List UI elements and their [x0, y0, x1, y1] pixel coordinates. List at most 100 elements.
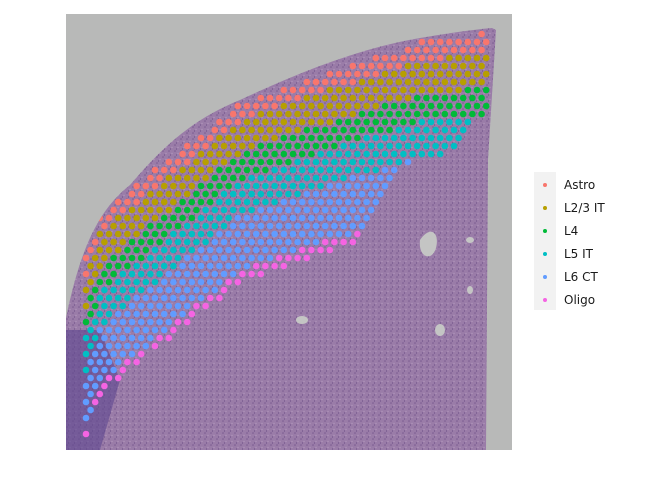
spot-l6-ct [340, 222, 347, 230]
spot-l5-it [395, 158, 403, 166]
spot-l5-it [280, 166, 288, 174]
spot-l5-it [119, 286, 127, 294]
spot-l5-it [110, 286, 117, 294]
spot-l4 [358, 110, 366, 118]
spot-l5-it [303, 174, 311, 182]
spot-l6-ct [289, 198, 297, 206]
spot-l4 [197, 198, 205, 206]
spot-l5-it [427, 134, 435, 142]
spot-l2-3-it [174, 174, 182, 182]
spot-l4 [137, 254, 145, 262]
spot-l5-it [363, 166, 370, 174]
spot-l4 [193, 190, 200, 198]
spot-l5-it [160, 246, 168, 254]
spot-l6-ct [160, 326, 168, 334]
spot-l6-ct [298, 198, 306, 206]
spot-astro [225, 118, 232, 126]
spot-l2-3-it [455, 54, 462, 62]
spot-l5-it [119, 302, 127, 310]
spot-l2-3-it [165, 206, 173, 214]
spot-l5-it [142, 278, 150, 286]
spot-l5-it [455, 118, 462, 126]
spot-l2-3-it [418, 70, 426, 78]
spot-astro [266, 94, 274, 102]
spot-l4 [450, 94, 458, 102]
spot-astro [285, 94, 292, 102]
spot-l6-ct [303, 206, 311, 214]
spot-l6-ct [280, 198, 288, 206]
spot-l2-3-it [197, 150, 205, 158]
spot-l4 [308, 134, 315, 142]
spot-l6-ct [174, 270, 182, 278]
spot-l6-ct [285, 222, 292, 230]
spot-l5-it [91, 318, 99, 326]
spot-l6-ct [266, 222, 274, 230]
spot-l4 [335, 118, 343, 126]
spot-l5-it [197, 230, 205, 238]
spot-oligo [280, 262, 288, 270]
spot-l6-ct [363, 182, 370, 190]
spot-l4 [211, 174, 219, 182]
spot-l5-it [321, 158, 329, 166]
spot-l2-3-it [156, 190, 163, 198]
spot-astro [257, 94, 265, 102]
legend-label: L2/3 IT [564, 201, 605, 215]
spot-l4 [206, 182, 214, 190]
spot-l4 [436, 102, 444, 110]
spot-l5-it [367, 142, 375, 150]
spot-l5-it [298, 182, 306, 190]
spot-l6-ct [312, 238, 320, 246]
spot-oligo [248, 270, 255, 278]
spot-astro [469, 46, 476, 54]
spot-l6-ct [137, 334, 145, 342]
spot-l5-it [409, 150, 416, 158]
spot-l4 [147, 222, 154, 230]
spot-l2-3-it [478, 78, 485, 86]
spot-l5-it [354, 150, 361, 158]
spot-astro [409, 54, 416, 62]
spot-l4 [298, 134, 306, 142]
spot-l6-ct [119, 350, 127, 358]
spot-l4 [427, 102, 435, 110]
spot-l6-ct [243, 262, 251, 270]
spot-l2-3-it [285, 110, 292, 118]
spot-astro [377, 62, 384, 70]
spot-l4 [87, 310, 94, 318]
spot-l4 [423, 110, 430, 118]
spot-l4 [473, 86, 481, 94]
spot-astro [386, 62, 393, 70]
spot-l4 [455, 102, 462, 110]
spot-l4 [119, 254, 127, 262]
spot-l5-it [87, 326, 94, 334]
spot-astro [183, 158, 191, 166]
spot-l4 [312, 126, 320, 134]
spot-l6-ct [234, 214, 242, 222]
spot-l2-3-it [275, 126, 283, 134]
spot-l4 [441, 94, 449, 102]
spot-l4 [321, 142, 329, 150]
spot-l6-ct [142, 342, 150, 350]
spot-astro [188, 150, 196, 158]
spot-l6-ct [335, 182, 343, 190]
spot-l4 [363, 118, 370, 126]
spot-l4 [170, 214, 177, 222]
spot-l6-ct [229, 254, 237, 262]
legend-swatch [543, 275, 547, 279]
spot-l4 [473, 102, 481, 110]
spot-l6-ct [312, 206, 320, 214]
spot-l4 [174, 206, 182, 214]
spot-l6-ct [101, 366, 108, 374]
spot-oligo [216, 294, 223, 302]
spot-l5-it [151, 262, 159, 270]
spot-astro [427, 38, 435, 46]
legend-item: L2/3 IT [543, 201, 605, 215]
spot-l2-3-it [91, 270, 99, 278]
spot-l6-ct [183, 254, 191, 262]
spot-l4 [160, 230, 168, 238]
spot-l6-ct [308, 198, 315, 206]
spot-l5-it [400, 134, 407, 142]
spot-l4 [400, 102, 407, 110]
spot-astro [363, 70, 370, 78]
spot-l5-it [395, 126, 403, 134]
spot-astro [160, 166, 168, 174]
